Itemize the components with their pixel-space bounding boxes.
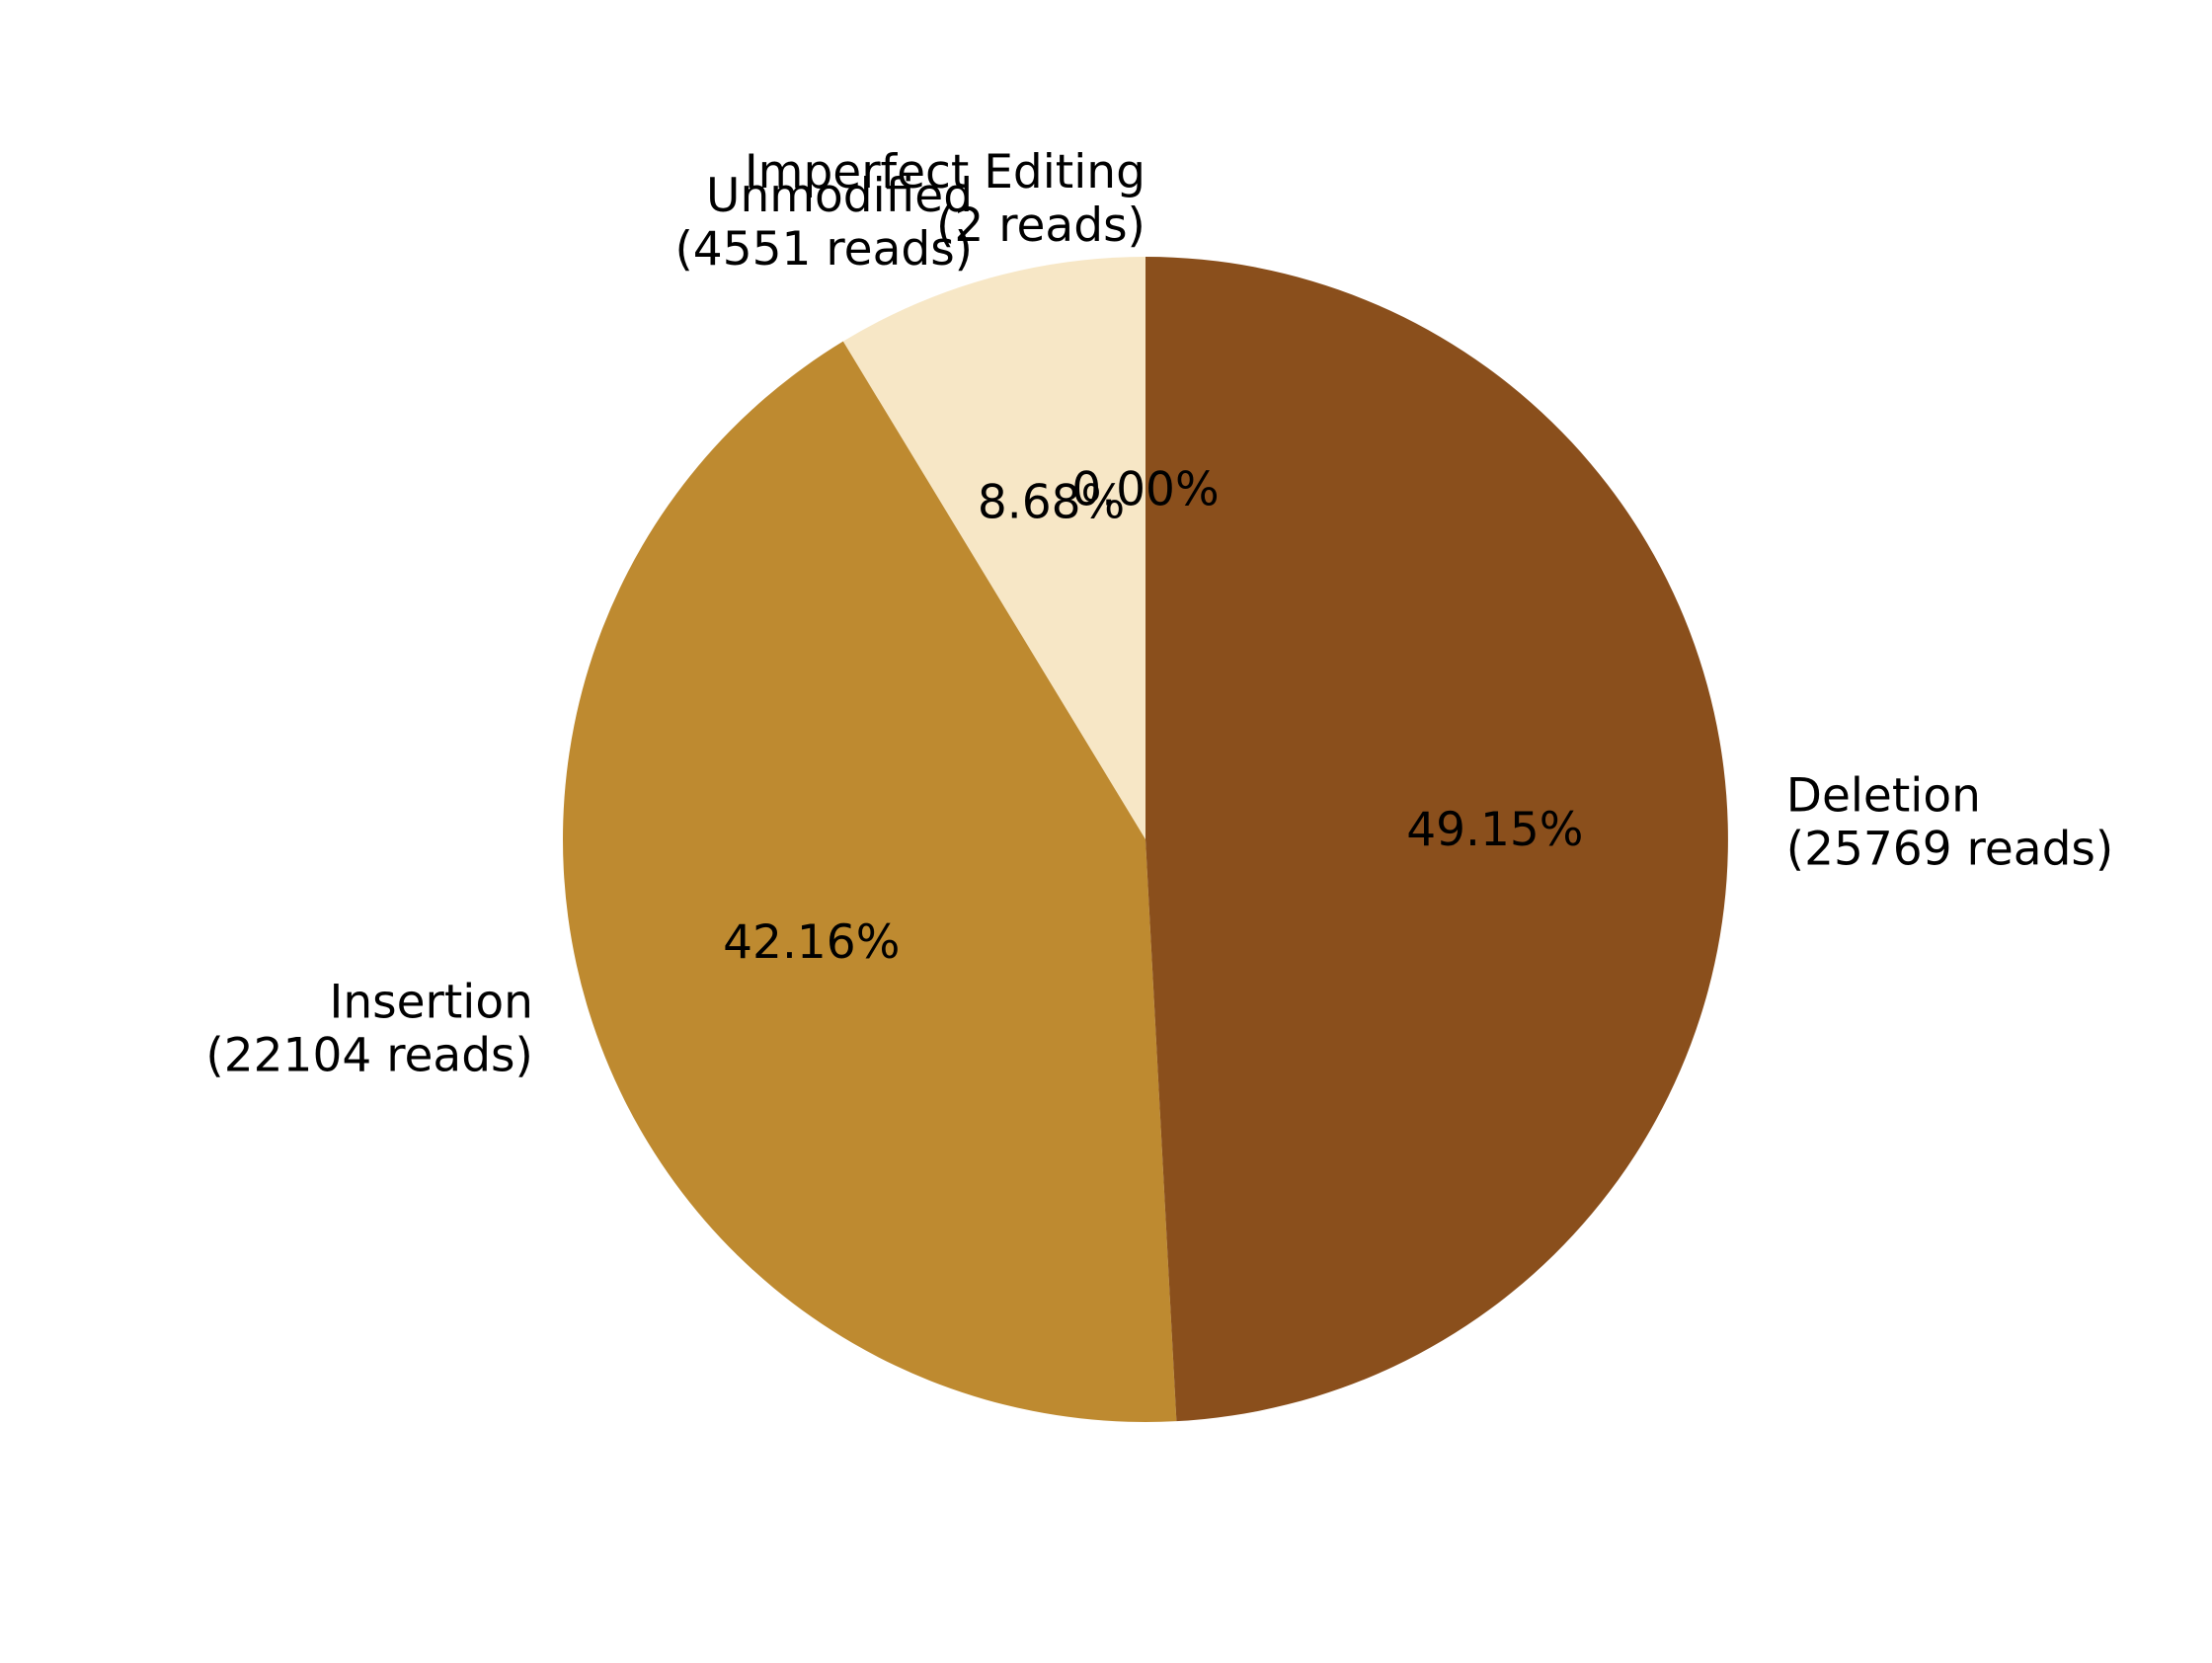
percent-label-deletion: 49.15%: [1406, 803, 1583, 857]
category-reads-deletion: (25769 reads): [1786, 823, 2113, 877]
category-name-unmodified: Unmodified: [706, 169, 973, 223]
category-reads-insertion: (22104 reads): [205, 1028, 532, 1082]
category-label-unmodified: Unmodified(4551 reads): [674, 169, 973, 277]
category-name-insertion: Insertion: [329, 975, 532, 1029]
percent-label-unmodified: 8.68%: [978, 476, 1125, 530]
category-reads-unmodified: (4551 reads): [674, 222, 973, 277]
category-label-insertion: Insertion(22104 reads): [205, 975, 532, 1082]
category-label-deletion: Deletion(25769 reads): [1786, 769, 2113, 877]
category-name-deletion: Deletion: [1786, 769, 1981, 824]
percent-label-insertion: 42.16%: [723, 915, 900, 970]
